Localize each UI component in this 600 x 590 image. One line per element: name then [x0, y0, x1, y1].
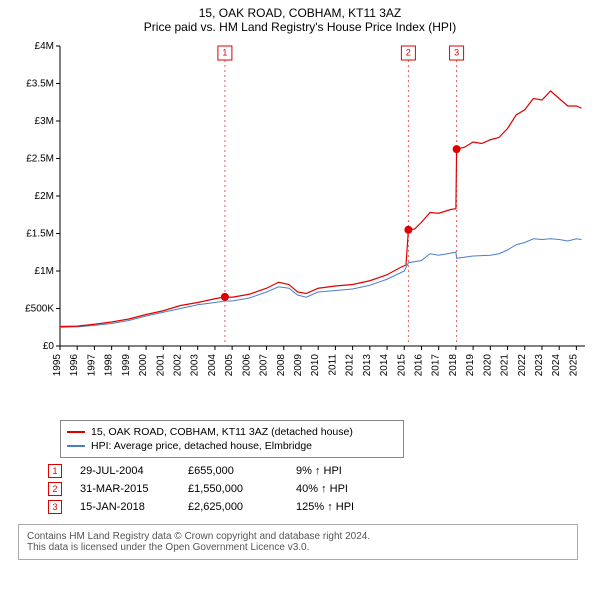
page-title-line1: 15, OAK ROAD, COBHAM, KT11 3AZ	[0, 6, 600, 20]
svg-text:1995: 1995	[52, 354, 63, 377]
svg-text:2018: 2018	[448, 354, 459, 377]
transaction-marker: 1	[48, 464, 62, 478]
transaction-date: 31-MAR-2015	[80, 483, 170, 495]
svg-text:£500K: £500K	[25, 304, 54, 315]
svg-text:£1M: £1M	[35, 266, 54, 277]
transaction-marker: 2	[48, 482, 62, 496]
transaction-hpi: 125% ↑ HPI	[296, 501, 386, 513]
svg-text:2024: 2024	[551, 354, 562, 377]
legend-row-property: 15, OAK ROAD, COBHAM, KT11 3AZ (detached…	[67, 425, 397, 439]
svg-text:2017: 2017	[431, 354, 442, 377]
svg-text:£4M: £4M	[35, 41, 54, 52]
svg-text:3: 3	[454, 47, 459, 57]
svg-text:2021: 2021	[500, 354, 511, 377]
svg-text:2012: 2012	[345, 354, 356, 377]
legend-row-hpi: HPI: Average price, detached house, Elmb…	[67, 439, 397, 453]
svg-text:2014: 2014	[379, 354, 390, 377]
legend: 15, OAK ROAD, COBHAM, KT11 3AZ (detached…	[60, 420, 404, 458]
svg-text:2001: 2001	[155, 354, 166, 377]
container: 15, OAK ROAD, COBHAM, KT11 3AZ Price pai…	[0, 0, 600, 560]
svg-text:2008: 2008	[276, 354, 287, 377]
svg-text:2016: 2016	[413, 354, 424, 377]
svg-text:1996: 1996	[69, 354, 80, 377]
svg-text:£2M: £2M	[35, 191, 54, 202]
transaction-hpi: 40% ↑ HPI	[296, 483, 386, 495]
svg-text:2020: 2020	[482, 354, 493, 377]
svg-text:1997: 1997	[86, 354, 97, 377]
svg-text:2007: 2007	[259, 354, 270, 377]
footer: Contains HM Land Registry data © Crown c…	[18, 524, 578, 560]
transaction-price: £2,625,000	[188, 501, 278, 513]
svg-text:2000: 2000	[138, 354, 149, 377]
svg-text:2013: 2013	[362, 354, 373, 377]
legend-label-hpi: HPI: Average price, detached house, Elmb…	[91, 440, 312, 452]
svg-text:2023: 2023	[534, 354, 545, 377]
svg-text:2022: 2022	[517, 354, 528, 377]
svg-text:£1.5M: £1.5M	[26, 229, 54, 240]
transaction-date: 29-JUL-2004	[80, 465, 170, 477]
footer-line2: This data is licensed under the Open Gov…	[27, 542, 569, 553]
transaction-date: 15-JAN-2018	[80, 501, 170, 513]
svg-text:2005: 2005	[224, 354, 235, 377]
chart-svg: £0 £500K £1M £1.5M £2M £2.5M £3M £3.5M £4M 1995 19…	[5, 36, 595, 416]
price-chart: £0 £500K £1M £1.5M £2M £2.5M £3M £3.5M £4M 1995 19…	[5, 36, 595, 416]
footer-line1: Contains HM Land Registry data © Crown c…	[27, 531, 569, 542]
svg-text:2004: 2004	[207, 354, 218, 377]
transaction-row: 1 29-JUL-2004 £655,000 9% ↑ HPI	[48, 462, 600, 480]
transaction-price: £1,550,000	[188, 483, 278, 495]
svg-text:1998: 1998	[104, 354, 115, 377]
svg-text:£3.5M: £3.5M	[26, 79, 54, 90]
transaction-row: 3 15-JAN-2018 £2,625,000 125% ↑ HPI	[48, 498, 600, 516]
svg-text:2025: 2025	[568, 354, 579, 377]
svg-text:2: 2	[406, 47, 411, 57]
svg-text:2009: 2009	[293, 354, 304, 377]
svg-text:2010: 2010	[310, 354, 321, 377]
legend-swatch-hpi	[67, 445, 85, 447]
transaction-marker: 3	[48, 500, 62, 514]
transaction-price: £655,000	[188, 465, 278, 477]
svg-text:2015: 2015	[396, 354, 407, 377]
svg-text:2003: 2003	[190, 354, 201, 377]
svg-text:£3M: £3M	[35, 116, 54, 127]
svg-text:2002: 2002	[172, 354, 183, 377]
transaction-hpi: 9% ↑ HPI	[296, 465, 386, 477]
svg-text:2019: 2019	[465, 354, 476, 377]
svg-text:2006: 2006	[241, 354, 252, 377]
svg-text:£0: £0	[43, 341, 55, 352]
legend-label-property: 15, OAK ROAD, COBHAM, KT11 3AZ (detached…	[91, 426, 353, 438]
legend-swatch-property	[67, 431, 85, 433]
svg-text:2011: 2011	[327, 354, 338, 376]
svg-text:1: 1	[222, 47, 227, 57]
title-block: 15, OAK ROAD, COBHAM, KT11 3AZ Price pai…	[0, 0, 600, 36]
svg-text:£2.5M: £2.5M	[26, 154, 54, 165]
transaction-row: 2 31-MAR-2015 £1,550,000 40% ↑ HPI	[48, 480, 600, 498]
svg-text:1999: 1999	[121, 354, 132, 377]
transaction-table: 1 29-JUL-2004 £655,000 9% ↑ HPI 2 31-MAR-2015…	[48, 462, 600, 516]
page-title-line2: Price paid vs. HM Land Registry's House …	[0, 20, 600, 34]
